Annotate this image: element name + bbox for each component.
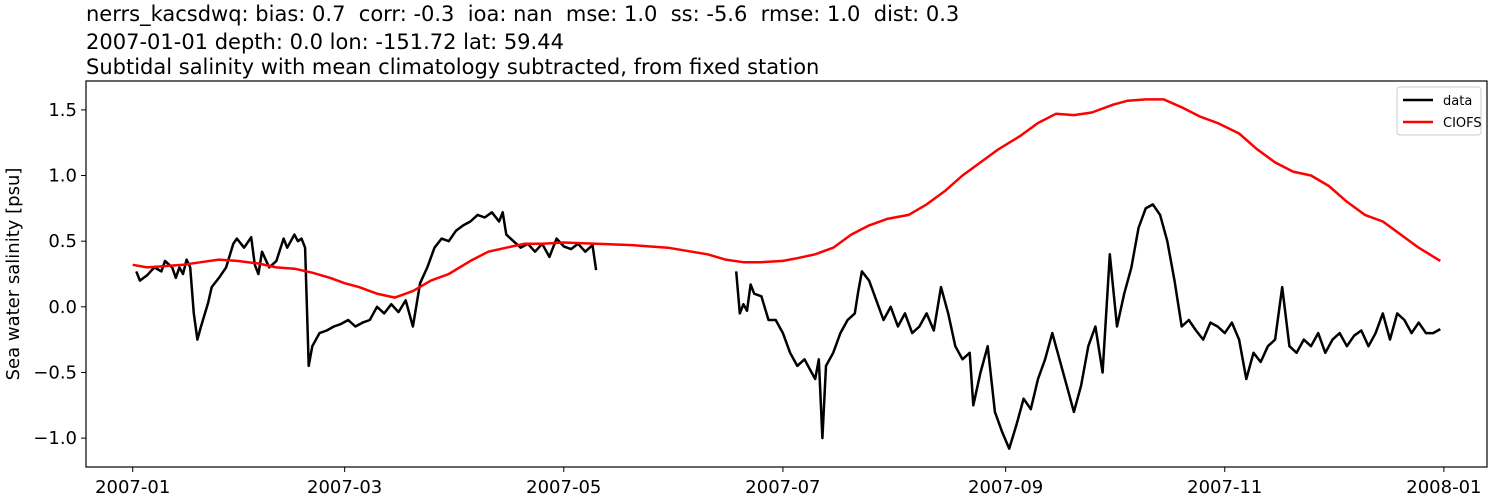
y-axis: −1.0 −0.5 0.0 0.5 1.0 1.5 xyxy=(33,100,86,449)
y-tick-label: 0.0 xyxy=(48,297,77,318)
chart-subtitle-description: Subtidal salinity with mean climatology … xyxy=(86,55,820,79)
y-axis-label: Sea water salinity [psu] xyxy=(3,168,24,381)
x-tick-label: 2007-09 xyxy=(968,477,1043,498)
y-tick-label: −1.0 xyxy=(33,428,77,449)
x-axis: 2007-01 2007-03 2007-05 2007-07 2007-09 2007-… xyxy=(95,467,1482,498)
legend: data CIOFS xyxy=(1396,86,1482,136)
chart-subtitle-location: 2007-01-01 depth: 0.0 lon: -151.72 lat: … xyxy=(86,30,564,54)
plot-frame xyxy=(85,80,1488,468)
x-tick-label: 2007-05 xyxy=(526,477,601,498)
chart-title: nerrs_kacsdwq: bias: 0.7 corr: -0.3 ioa:… xyxy=(86,2,960,26)
series-line-ciofs-1 xyxy=(132,98,1441,299)
series-line-data-1 xyxy=(135,211,598,368)
x-tick-label: 2007-03 xyxy=(307,477,382,498)
series-line-data-2 xyxy=(734,203,1441,450)
legend-label-data: data xyxy=(1443,94,1472,109)
x-tick-label: 2007-01 xyxy=(95,477,170,498)
x-tick-label: 2007-11 xyxy=(1187,477,1262,498)
x-tick-label: 2007-07 xyxy=(745,477,820,498)
legend-label-ciofs: CIOFS xyxy=(1443,116,1482,131)
y-tick-label: 1.0 xyxy=(48,166,77,187)
y-tick-label: −0.5 xyxy=(33,362,77,383)
plot-area xyxy=(132,98,1441,450)
y-tick-label: 1.5 xyxy=(48,100,77,121)
y-tick-label: 0.5 xyxy=(48,231,77,252)
x-tick-label: 2008-01 xyxy=(1406,477,1481,498)
